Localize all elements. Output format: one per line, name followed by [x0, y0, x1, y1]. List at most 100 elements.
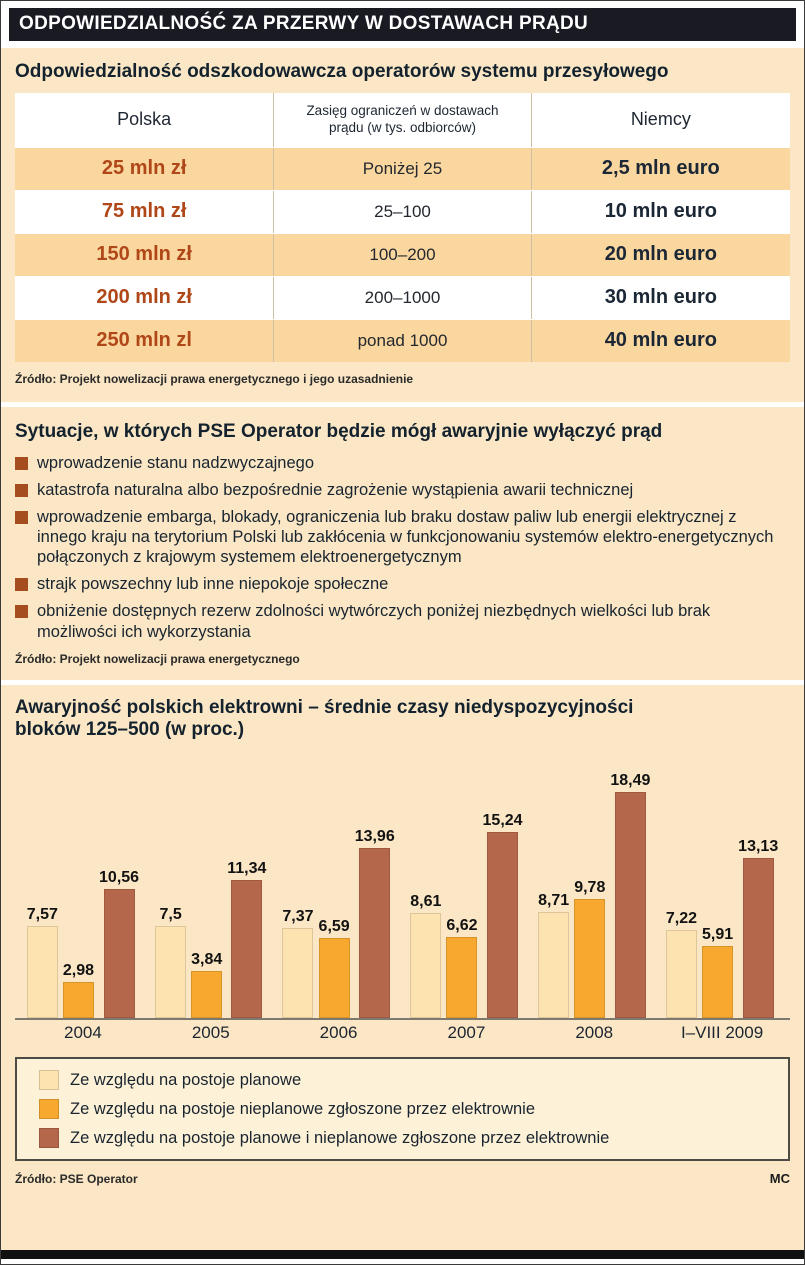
bar-value-label: 10,56 [99, 869, 140, 887]
situations-source: Źródło: Projekt nowelizacji prawa energe… [15, 651, 300, 666]
bar-rect [282, 928, 314, 1019]
bar-value-label: 2,98 [62, 962, 95, 980]
bar-rect [446, 937, 478, 1019]
bar-rect [103, 889, 135, 1019]
bar-with-label: 9,78 [574, 879, 606, 1019]
column-header-niemcy: Niemcy [630, 109, 691, 130]
bar-with-label: 13,96 [354, 828, 395, 1019]
legend-swatch-icon [39, 1099, 59, 1120]
section-divider [1, 401, 804, 407]
chart-source: Źródło: PSE Operator [15, 1172, 138, 1187]
cell-polska: 75 mln zł [101, 200, 187, 223]
chart-legend: Ze względu na postoje planowe Ze względu … [15, 1057, 790, 1162]
list-item-text: katastrofa naturalna albo bezpośrednie z… [37, 480, 634, 499]
legend-item: Ze względu na postoje planowe [39, 1070, 776, 1091]
bar-with-label: 7,57 [26, 906, 58, 1019]
bar-value-label: 18,49 [610, 772, 651, 790]
bullet-square-icon [15, 605, 28, 619]
legend-item: Ze względu na postoje planowe i nieplano… [39, 1128, 776, 1149]
table-row: 150 mln zł 100–200 20 mln euro [15, 232, 790, 276]
bar-rect [574, 899, 606, 1019]
bar-value-label: 13,96 [354, 828, 395, 846]
x-axis-label: 2004 [64, 1023, 102, 1043]
bar-group: 7,5 3,84 11,34 [147, 860, 275, 1019]
situations-section-title: Sytuacje, w których PSE Operator będzie … [15, 420, 663, 442]
bar-with-label: 7,5 [155, 906, 187, 1019]
bar-with-label: 7,37 [282, 908, 314, 1019]
cell-niemcy: 20 mln euro [604, 243, 717, 266]
chart-title: Awaryjność polskich elektrowni – średnie… [15, 697, 790, 741]
bar-rect [665, 930, 697, 1019]
bar-rect [231, 880, 263, 1019]
cell-zasieg: 25–100 [273, 190, 532, 233]
chart-title-line2: bloków 125–500 (w proc.) [15, 718, 245, 740]
bar-value-label: 7,57 [26, 906, 58, 924]
bar-value-label: 8,61 [410, 893, 442, 911]
bar-group: 8,71 9,78 18,49 [530, 772, 658, 1019]
page-title: ODPOWIEDZIALNOŚĆ ZA PRZERWY W DOSTAWACH … [9, 8, 796, 41]
x-axis-labels: 2004 2005 2006 2007 2008 I–VIII 2009 [15, 1023, 790, 1047]
bar-rect [155, 926, 187, 1019]
list-item: wprowadzenie stanu nadzwyczajnego [15, 453, 790, 473]
legend-label: Ze względu na postoje planowe [70, 1070, 302, 1089]
table-header-row: Polska Zasięg ograniczeń w dostawach prą… [15, 92, 790, 147]
situations-list: wprowadzenie stanu nadzwyczajnego katast… [15, 453, 790, 642]
bar-with-label: 8,71 [538, 892, 569, 1019]
bar-value-label: 7,5 [159, 906, 182, 924]
bar-value-label: 11,34 [227, 860, 267, 878]
table-row: 75 mln zł 25–100 10 mln euro [15, 189, 790, 233]
chart-title-line1: Awaryjność polskich elektrowni – średnie… [15, 696, 634, 718]
bar-with-label: 11,34 [227, 860, 267, 1019]
bar-with-label: 5,91 [702, 926, 734, 1019]
compensation-table: Polska Zasięg ograniczeń w dostawach prą… [15, 92, 790, 362]
cell-zasieg: Poniżej 25 [273, 147, 532, 190]
cell-zasieg: ponad 1000 [273, 319, 532, 362]
legend-label: Ze względu na postoje planowe i nieplano… [70, 1128, 610, 1147]
bullet-square-icon [15, 510, 28, 524]
cell-niemcy: 10 mln euro [604, 200, 717, 223]
x-axis-label: I–VIII 2009 [680, 1023, 764, 1043]
bar-rect [410, 913, 442, 1019]
bar-group: 7,57 2,98 10,56 [19, 869, 147, 1019]
list-item: wprowadzenie embarga, blokady, ogranicze… [15, 507, 790, 567]
legend-swatch-icon [39, 1070, 59, 1091]
list-item: strajk powszechny lub inne niepokoje spo… [15, 574, 790, 594]
bar-group: 8,61 6,62 15,24 [402, 812, 530, 1019]
x-axis-label: 2005 [191, 1023, 230, 1043]
bar-with-label: 2,98 [62, 962, 95, 1019]
bar-rect [191, 971, 223, 1019]
bar-value-label: 7,37 [282, 908, 314, 926]
x-axis-label: 2007 [447, 1023, 486, 1043]
chart-section: Awaryjność polskich elektrowni – średnie… [1, 685, 804, 1195]
column-header-zasieg: Zasięg ograniczeń w dostawach prądu (w t… [273, 92, 532, 147]
author-credit: MC [769, 1171, 790, 1187]
bottom-black-bar [1, 1250, 804, 1259]
table-row: 200 mln zł 200–1000 30 mln euro [15, 275, 790, 319]
cell-zasieg: 200–1000 [273, 276, 532, 319]
legend-label: Ze względu na postoje nieplanowe zgłoszo… [70, 1099, 536, 1118]
bar-group: 7,22 5,91 13,13 [658, 838, 786, 1019]
x-axis-label: 2006 [319, 1023, 358, 1043]
column-header-polska: Polska [117, 109, 172, 130]
bar-rect [487, 832, 519, 1019]
bar-rect [26, 926, 58, 1019]
bullet-square-icon [15, 456, 28, 470]
bullet-square-icon [15, 578, 28, 592]
bar-rect [62, 982, 94, 1019]
table-row: 25 mln zł Poniżej 25 2,5 mln euro [15, 146, 790, 190]
table-row: 250 mln zl ponad 1000 40 mln euro [15, 318, 790, 362]
x-axis-label: 2008 [575, 1023, 614, 1043]
list-item-text: wprowadzenie stanu nadzwyczajnego [37, 453, 315, 472]
cell-polska: 150 mln zł [96, 243, 192, 266]
list-item: obniżenie dostępnych rezerw zdolności wy… [15, 601, 790, 641]
chart-footer: Źródło: PSE Operator MC [15, 1171, 790, 1186]
bar-with-label: 10,56 [99, 869, 140, 1019]
bar-value-label: 15,24 [482, 812, 523, 830]
situations-section: Sytuacje, w których PSE Operator będzie … [1, 407, 804, 680]
bar-rect [702, 946, 734, 1019]
bullet-square-icon [15, 483, 28, 497]
bar-value-label: 13,13 [738, 838, 779, 856]
bar-rect [318, 938, 350, 1019]
bar-rect [359, 848, 391, 1019]
bar-with-label: 18,49 [610, 772, 651, 1019]
